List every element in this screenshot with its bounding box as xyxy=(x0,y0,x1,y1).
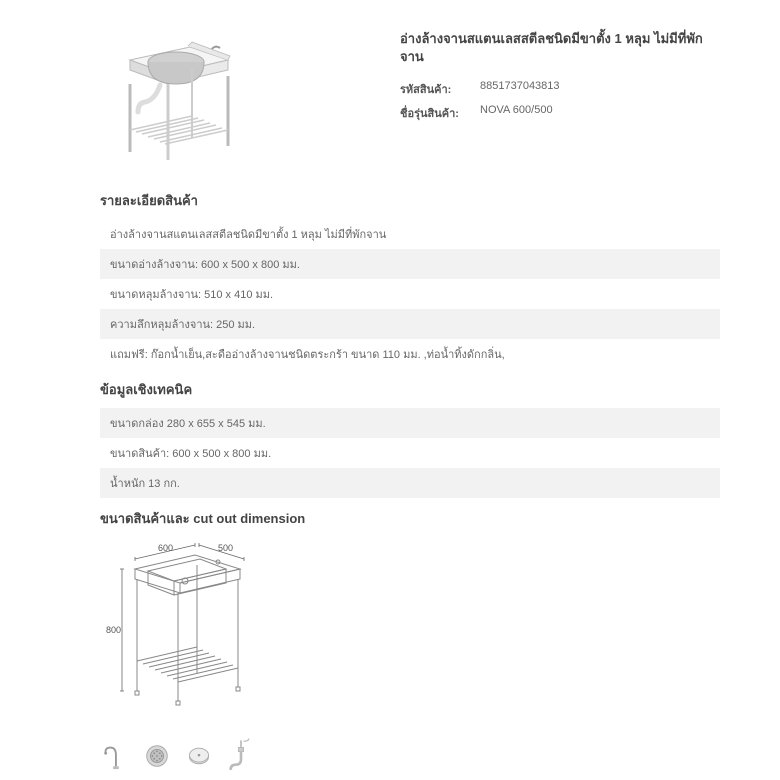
spec-row: ขนาดอ่างล้างจาน: 600 x 500 x 800 มม. xyxy=(100,249,720,279)
faucet-icon xyxy=(100,741,130,771)
details-heading: รายละเอียดสินค้า xyxy=(100,190,720,211)
drain-pipe-icon xyxy=(226,741,256,771)
product-title: อ่างล้างจานสแตนเลสสตีลชนิดมีขาตั้ง 1 หลุ… xyxy=(400,30,720,66)
accessory-thumbs xyxy=(100,741,720,771)
spec-row: ความลึกหลุมล้างจาน: 250 มม. xyxy=(100,309,720,339)
dimension-diagram: 600 500 800 xyxy=(100,541,270,711)
spec-row: ขนาดกล่อง 280 x 655 x 545 มม. xyxy=(100,408,720,438)
spec-row: อ่างล้างจานสแตนเลสสตีลชนิดมีขาตั้ง 1 หลุ… xyxy=(100,219,720,249)
dimension-heading: ขนาดสินค้าและ cut out dimension xyxy=(100,508,720,529)
drain-cover-icon xyxy=(184,741,214,771)
product-model-label: ชื่อรุ่นสินค้า: xyxy=(400,104,480,122)
details-table: อ่างล้างจานสแตนเลสสตีลชนิดมีขาตั้ง 1 หลุ… xyxy=(100,219,720,369)
dim-height: 800 xyxy=(106,625,121,635)
tech-table: ขนาดกล่อง 280 x 655 x 545 มม. ขนาดสินค้า… xyxy=(100,408,720,498)
spec-row: น้ำหนัก 13 กก. xyxy=(100,468,720,498)
tech-heading: ข้อมูลเชิงเทคนิค xyxy=(100,379,720,400)
spec-row: แถมฟรี: ก๊อกน้ำเย็น,สะดืออ่างล้างจานชนิด… xyxy=(100,339,720,369)
dim-depth: 500 xyxy=(218,543,233,553)
product-model-value: NOVA 600/500 xyxy=(480,104,553,122)
product-code-value: 8851737043813 xyxy=(480,80,560,98)
spec-row: ขนาดสินค้า: 600 x 500 x 800 มม. xyxy=(100,438,720,468)
strainer-icon xyxy=(142,741,172,771)
product-image xyxy=(100,30,250,170)
product-code-label: รหัสสินค้า: xyxy=(400,80,480,98)
spec-row: ขนาดหลุมล้างจาน: 510 x 410 มม. xyxy=(100,279,720,309)
dim-width: 600 xyxy=(158,543,173,553)
